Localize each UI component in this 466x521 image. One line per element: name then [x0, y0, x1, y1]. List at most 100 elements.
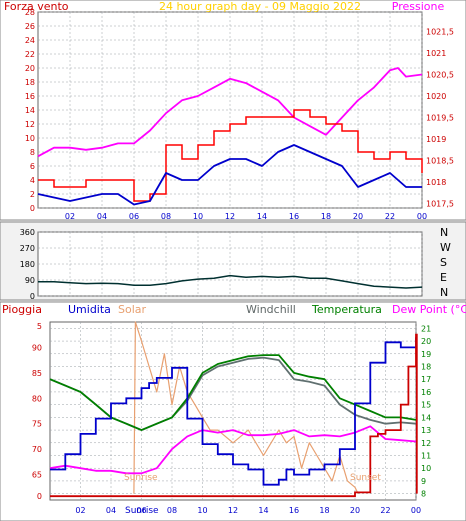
top-x-tick-label: 16 [289, 212, 299, 221]
top-left-tick-label: 6 [30, 162, 35, 171]
top-left-tick-label: 28 [25, 8, 35, 17]
top-right-tick-label: 1020,5 [426, 70, 454, 79]
top-right-tick-label: 1021,5 [426, 27, 454, 36]
top-x-tick-label: 08 [161, 212, 171, 221]
bot-right-tick-label: 19 [421, 350, 431, 359]
bot-x-tick-label: 22 [380, 506, 390, 515]
solar-series-line [133, 321, 359, 494]
bot-x-tick-label: 08 [167, 506, 177, 515]
top-left-tick-label: 8 [30, 148, 35, 157]
top-left-tick-label: 2 [30, 190, 35, 199]
top-series [37, 67, 423, 206]
bot-left-tick-label: 0 [37, 492, 42, 501]
compass-label: E [440, 271, 447, 284]
mid-series [38, 274, 423, 289]
top-x-tick-label: 02 [65, 212, 75, 221]
bot-right-tick-label: 11 [421, 452, 431, 461]
top-left-tick-label: 16 [25, 92, 35, 101]
top-x-tick-label: 10 [193, 212, 203, 221]
bot-x-tick-label: 04 [106, 506, 116, 515]
sunrise-tick-label: Sunrise [125, 506, 159, 516]
top-x-tick-label: 18 [321, 212, 331, 221]
bot-left-tick-label: 80 [32, 394, 42, 403]
top-right-tick-label: 1018,5 [426, 157, 454, 166]
legend-label: Pioggia [2, 303, 42, 316]
top-center-title: 24 hour graph day - 09 Maggio 2022 [159, 0, 361, 13]
bot-left-tick-label: 75 [32, 420, 42, 429]
bot-left-tick-label: 90 [32, 343, 42, 352]
bot-x-tick-label: 12 [228, 506, 238, 515]
top-x-tick-label: 06 [129, 212, 139, 221]
mid-tick-label: 90 [25, 276, 35, 285]
compass-label: S [440, 256, 447, 269]
bot-right-tick-label: 15 [421, 401, 431, 410]
top-left-title: Forza vento [4, 0, 69, 13]
top-right-tick-label: 1019 [426, 135, 446, 144]
bot-left-tick-label: 85 [32, 369, 42, 378]
bot-x-tick-label: 06 [136, 506, 146, 515]
bot-right-tick-label: 10 [421, 464, 431, 473]
top-right-tick-label: 1021 [426, 49, 446, 58]
sunset-annotation: Sunset [350, 473, 381, 483]
legend-label: Temperatura [311, 303, 382, 316]
top-left-tick-label: 4 [30, 176, 35, 185]
bot-right-tick-label: 21 [421, 324, 431, 333]
top-left-tick-label: 22 [25, 50, 35, 59]
bot-x-tick-label: 20 [350, 506, 360, 515]
top-x-tick-label: 20 [353, 212, 363, 221]
legend-label: Windchill [246, 303, 296, 316]
bot-left-tick-label: 5 [37, 322, 42, 331]
bot-right-tick-label: 14 [421, 413, 431, 422]
top-right-tick-label: 1019,5 [426, 114, 454, 123]
bot-x-ticks: 02 04 06 08 10 12 14 16 18 20 22 00 [75, 506, 421, 515]
bot-x-tick-label: 00 [411, 506, 421, 515]
bot-right-tick-label: 8 [421, 490, 426, 499]
bot-right-tick-label: 13 [421, 426, 431, 435]
bot-left-tick-label: 65 [32, 471, 42, 480]
bot-right-tick-label: 16 [421, 388, 431, 397]
sunrise-annotation: Sunrise [124, 473, 158, 483]
top-right-tick-label: 1020 [426, 92, 446, 101]
bot-legend: Pioggia Umidita Solar Windchill Temperatura D… [2, 303, 466, 316]
legend-label: Umidita [68, 303, 111, 316]
bot-x-tick-label: 16 [289, 506, 299, 515]
top-left-tick-label: 18 [25, 78, 35, 87]
wind-series-line [38, 109, 423, 202]
mid-tick-label: 0 [30, 292, 35, 301]
bot-right-tick-label: 12 [421, 439, 431, 448]
bot-x-tick-label: 02 [75, 506, 85, 515]
bot-right-tick-label: 20 [421, 337, 431, 346]
bot-left-tick-label: 70 [32, 445, 42, 454]
legend-label: Dew Point (°C) [392, 303, 466, 316]
pressure-series-line [37, 67, 423, 158]
top-right-ticks: 1017,5 1018 1018,5 1019 1019,5 1020 1020,5 1021… [426, 27, 454, 208]
top-left-tick-label: 10 [25, 134, 35, 143]
bot-right-tick-label: 17 [421, 375, 431, 384]
bot-series [49, 321, 418, 498]
top-left-tick-label: 20 [25, 64, 35, 73]
bot-right-tick-label: 9 [421, 477, 426, 486]
mid-tick-label: 270 [20, 244, 35, 253]
top-left-tick-label: 0 [30, 204, 35, 213]
bot-x-tick-label: 14 [258, 506, 268, 515]
bot-left-ticks: 0 65 70 75 80 85 90 5 [32, 322, 42, 501]
compass-label: N [440, 226, 448, 239]
top-x-ticks: 02 04 06 08 10 12 14 16 18 20 22 00 [65, 212, 427, 221]
mid-grid [38, 231, 423, 297]
top-left-tick-label: 14 [25, 106, 35, 115]
top-right-tick-label: 1017,5 [426, 200, 454, 209]
mid-tick-label: 360 [20, 228, 35, 237]
top-left-tick-label: 24 [25, 36, 35, 45]
direction-series-line [38, 274, 423, 289]
top-x-tick-label: 14 [257, 212, 267, 221]
bot-x-tick-label: 18 [319, 506, 329, 515]
top-right-title: Pressione [392, 0, 445, 13]
top-right-tick-label: 1018 [426, 178, 446, 187]
compass-label: W [440, 241, 451, 254]
compass-label: N [440, 286, 448, 299]
legend-label: Solar [118, 303, 147, 316]
